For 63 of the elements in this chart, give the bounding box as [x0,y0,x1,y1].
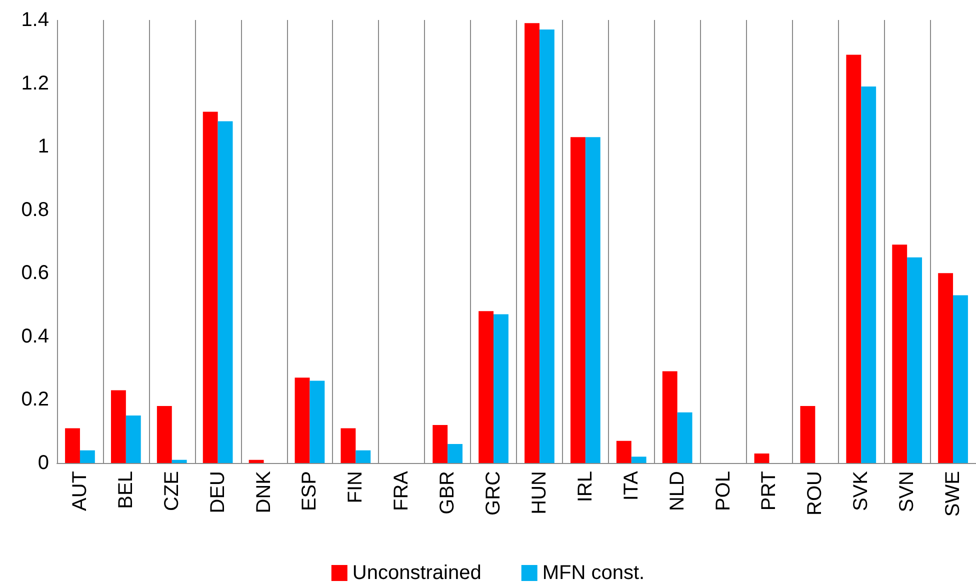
y-tick-label: 0.8 [21,198,49,221]
x-tick-label: ITA [620,470,642,501]
y-tick-label: 1.2 [21,72,49,94]
bar [616,440,632,463]
bar [218,121,233,463]
bar [80,450,95,463]
y-tick-label: 0.6 [21,262,49,284]
bar [539,29,554,463]
x-tick-label: ROU [804,471,826,516]
x-tick-label: DEU [206,471,229,514]
y-tick-label: 0 [38,452,49,474]
x-tick-label: GBR [436,471,459,514]
bar [172,460,187,463]
bar [126,416,141,463]
x-tick-label: GRC [482,471,505,516]
bar [248,460,264,463]
x-tick-label: DNK [252,470,275,514]
bar [478,311,494,463]
bar [892,244,908,463]
bar [202,112,218,463]
bar [800,406,816,463]
bar [938,273,954,463]
x-tick-label: NLD [666,471,688,512]
bar [432,425,448,463]
bar [907,257,922,463]
y-tick-label: 0.4 [21,325,49,348]
bar [340,428,356,463]
bar [861,86,876,463]
bar [631,456,646,463]
bar [356,450,371,463]
bar [846,54,862,463]
bar [156,406,172,463]
x-tick-label: IRL [574,471,596,502]
bar [448,444,463,463]
y-tick-label: 1 [38,136,49,158]
bar [494,314,508,463]
x-tick-label: SWE [942,471,964,517]
bar [677,412,692,463]
bar [662,371,678,463]
legend-label: MFN const. [542,562,645,584]
x-tick-label: CZE [160,471,183,511]
x-tick-label: PRT [758,471,780,511]
x-tick-label: HUN [528,471,550,514]
bar [754,454,770,463]
bar [65,428,80,463]
bar [953,295,968,463]
bar [294,378,310,463]
bar [310,380,325,463]
bar [570,137,586,463]
bar [110,390,126,463]
y-tick-label: 0.2 [21,388,49,411]
x-tick-label: POL [712,471,734,512]
bar [524,23,540,463]
legend-label: Unconstrained [352,562,482,584]
bar [585,137,600,463]
x-tick-label: SVN [896,471,918,512]
x-tick-label: AUT [68,471,91,511]
x-tick-label: SVK [850,470,872,512]
y-tick-label: 1.4 [21,9,49,31]
x-tick-label: FRA [390,470,413,511]
x-tick-label: ESP [298,471,321,512]
x-tick-label: BEL [114,471,137,509]
x-tick-label: FIN [344,471,367,504]
